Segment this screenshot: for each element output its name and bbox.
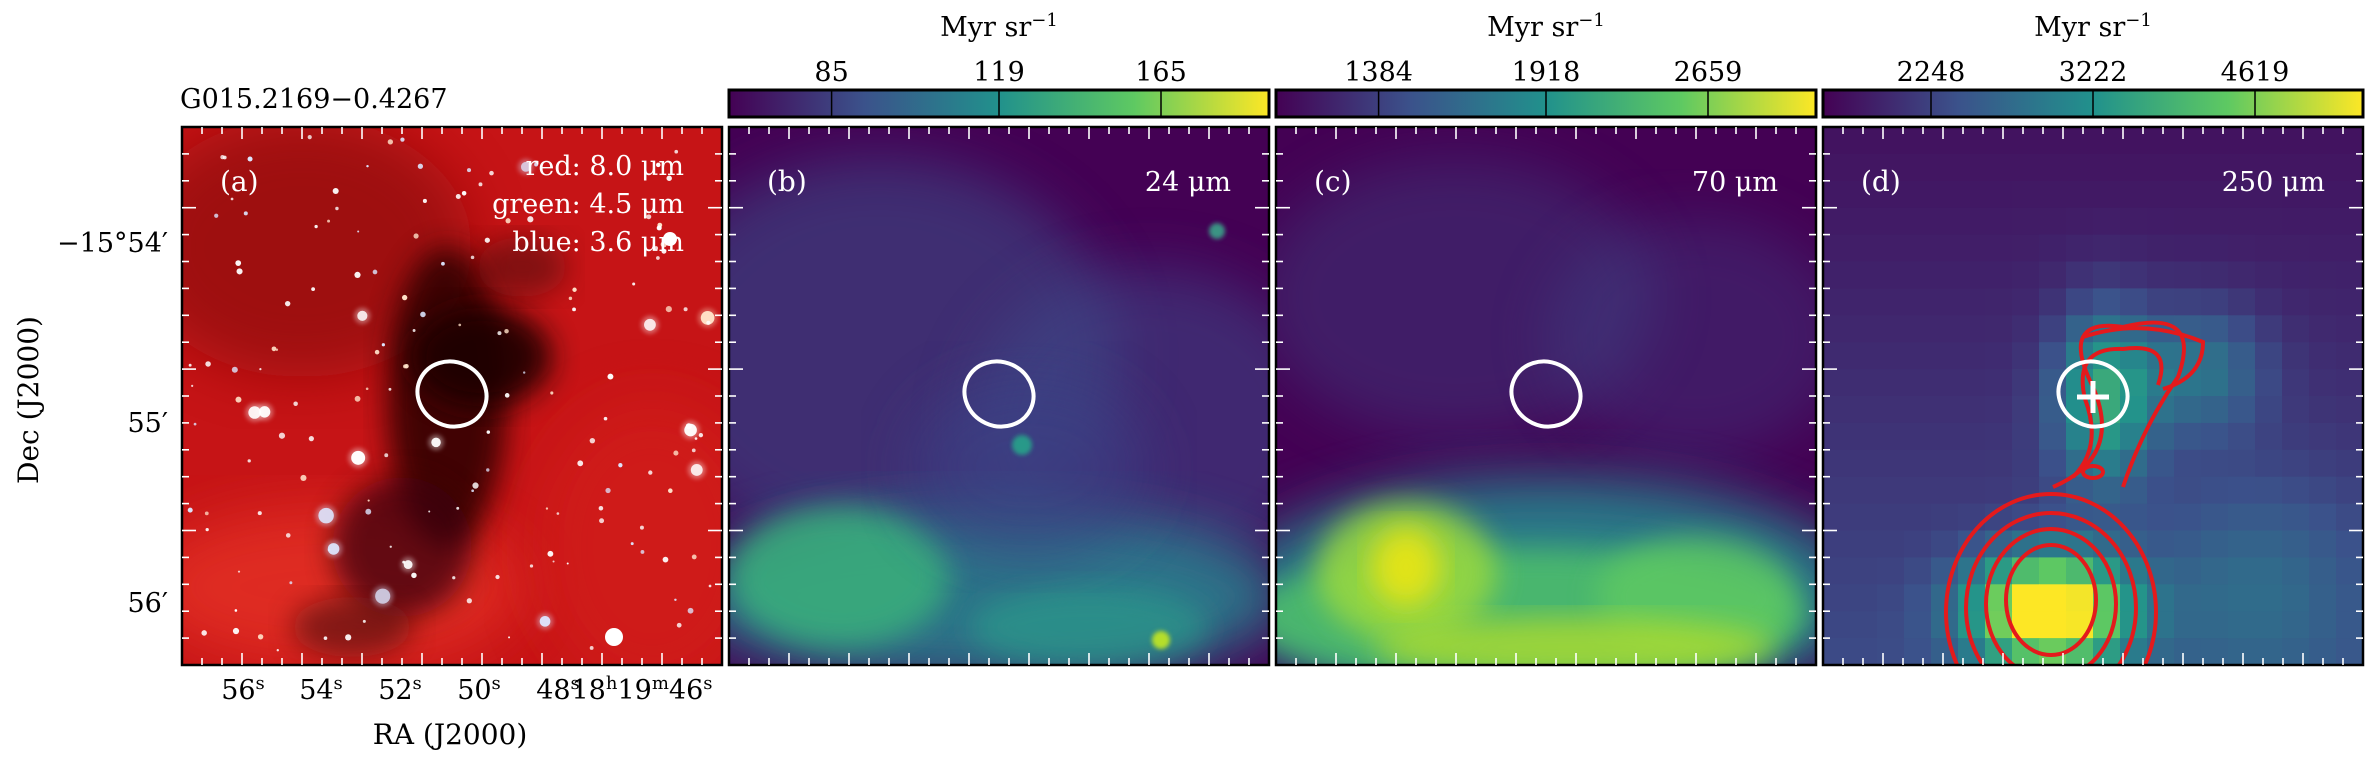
panel-d-ticks [1823, 127, 2363, 665]
colorbar-tick-label: 4619 [2221, 57, 2290, 88]
colorbar-tick-label: 165 [1135, 57, 1187, 88]
dec-tick-label: 56′ [128, 588, 169, 619]
band-label: 250 μm [2222, 167, 2325, 198]
panel-a-image [182, 127, 722, 665]
colorbar-b: 85 119 165 Myr sr−1 [727, 10, 1271, 119]
panel-a-ticks [182, 127, 722, 665]
panel-a: (a) red: 8.0 μm green: 4.5 μm blue: 3.6 μm [182, 127, 722, 665]
ra-axis-label: RA (J2000) [373, 718, 528, 751]
panel-b-ticks [729, 127, 1269, 665]
ra-tick-label: 50s [457, 673, 501, 706]
dec-tick-label: 55′ [128, 408, 169, 439]
colorbar-unit: Myr sr−1 [2034, 10, 2152, 43]
ra-tick-label: 56s [221, 673, 265, 706]
ra-tick-label: 54s [299, 673, 343, 706]
source-ellipse [962, 359, 1036, 429]
panel-c-label: (c) [1314, 165, 1352, 198]
panel-c: (c) 70 μm [1276, 127, 1816, 665]
dec-axis-label: Dec (J2000) [12, 316, 45, 484]
source-name: G015.2169−0.4267 [180, 84, 448, 115]
colorbar-unit: Myr sr−1 [1487, 10, 1605, 43]
panel-b-image [729, 127, 1269, 665]
panel-b-label: (b) [767, 165, 807, 198]
rgb-legend-line: green: 4.5 μm [492, 189, 684, 220]
colorbar-c: 1384 1918 2659 Myr sr−1 [1274, 10, 1818, 119]
colorbar-d: 2248 3222 4619 Myr sr−1 [1821, 10, 2365, 119]
panel-d-label: (d) [1861, 165, 1901, 198]
source-ellipse [2056, 359, 2130, 429]
band-label: 70 μm [1692, 167, 1778, 198]
colorbar-tick-label: 85 [814, 57, 848, 88]
colorbar-tick-label: 2659 [1674, 57, 1743, 88]
panel-d: (d) 250 μm [1823, 127, 2363, 665]
panel-a-label: (a) [220, 165, 259, 198]
panel-c-ticks [1276, 127, 1816, 665]
panel-c-image [1276, 127, 1816, 665]
band-label: 24 μm [1145, 167, 1231, 198]
dec-tick-label: −15°54′ [57, 228, 168, 259]
ra-tick-label: 52s [378, 673, 422, 706]
colorbar-tick-label: 3222 [2059, 57, 2128, 88]
panel-b: (b) 24 μm [729, 127, 1269, 665]
colorbar-tick-label: 2248 [1897, 57, 1966, 88]
ra-tick-label: 18h19m46s [572, 673, 713, 706]
panel-d-image [1823, 127, 2363, 665]
colorbar-tick-label: 1384 [1344, 57, 1413, 88]
rgb-legend-line: red: 8.0 μm [525, 151, 684, 182]
peak-cross-marker [2077, 381, 2109, 413]
source-ellipse [1509, 359, 1583, 429]
rgb-legend-line: blue: 3.6 μm [512, 227, 684, 258]
dec-tick-labels: −15°54′ 55′ 56′ [57, 228, 168, 619]
colorbar-tick-label: 1918 [1512, 57, 1581, 88]
source-ellipse [415, 359, 489, 429]
colorbar-unit: Myr sr−1 [940, 10, 1058, 43]
colorbar-tick-label: 119 [973, 57, 1025, 88]
